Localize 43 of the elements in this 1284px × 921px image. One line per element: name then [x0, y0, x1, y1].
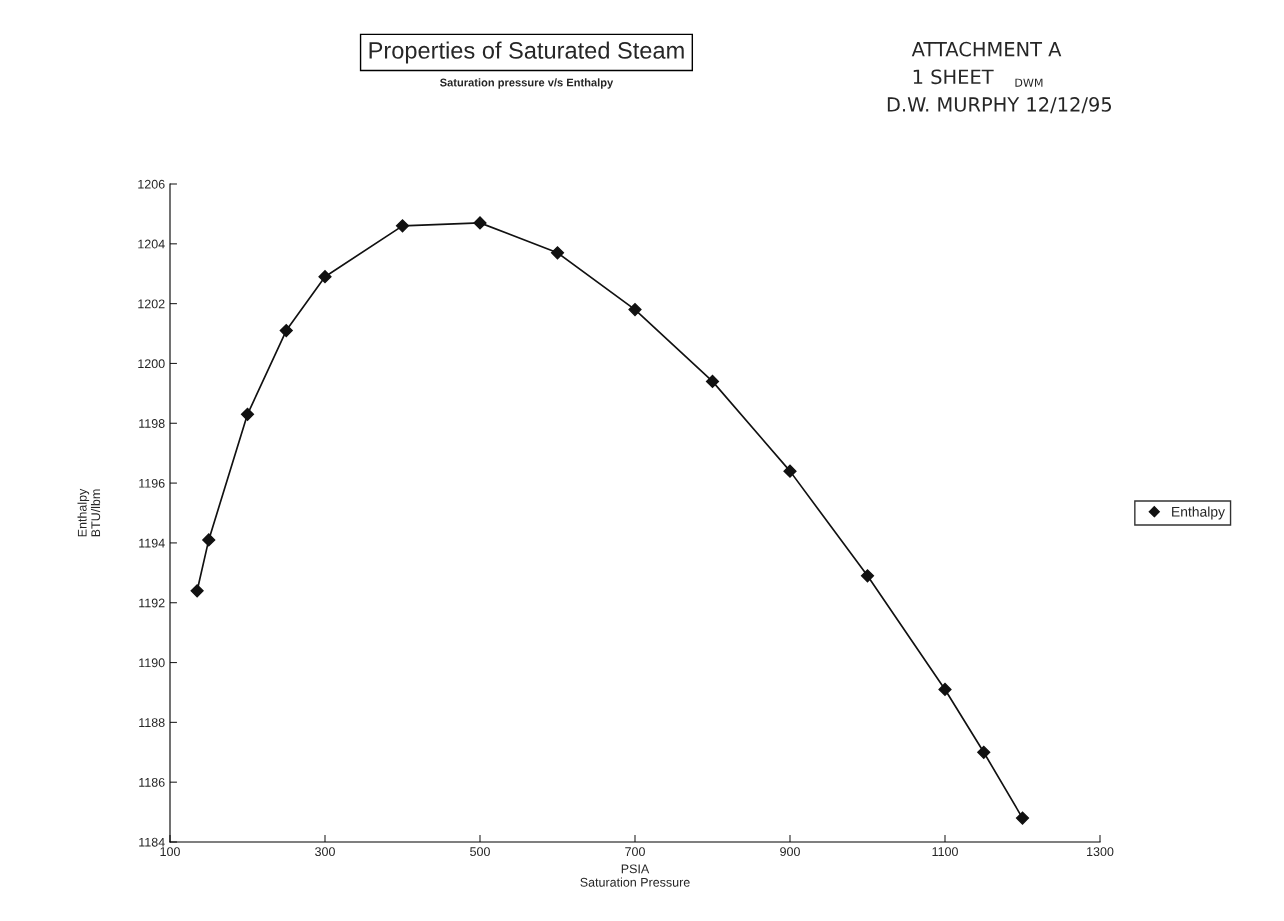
x-tick-label: 900 — [780, 847, 800, 857]
y-tick-label: 1198 — [139, 419, 165, 428]
point — [279, 323, 293, 338]
legend-label: Enthalpy — [1172, 506, 1225, 520]
x-tick-label: 500 — [470, 847, 490, 857]
text: 1 SHEET — [913, 69, 994, 85]
point — [977, 745, 991, 759]
y-tick-label: 1196 — [139, 478, 165, 488]
y-tick-label: 1186 — [139, 777, 165, 787]
point — [473, 216, 487, 230]
y-tick-label: 1206 — [138, 179, 165, 189]
point — [860, 569, 875, 583]
y-tick-label: 1192 — [139, 598, 165, 608]
chart-subtitle: Saturation pressure v/s Enthalpy — [440, 78, 614, 89]
point — [395, 219, 410, 233]
point — [783, 464, 797, 478]
point — [1015, 811, 1030, 825]
point — [938, 682, 952, 697]
y-axis-title: Enthalpy BTU/lbm — [77, 488, 101, 537]
text: ATTACHMENT A — [911, 41, 1062, 57]
x-tick-label: 700 — [625, 847, 645, 857]
x-tick-label: 1300 — [1087, 847, 1114, 857]
y-tick-label: 1184 — [139, 837, 165, 847]
x-tick-label: 1100 — [932, 847, 958, 857]
point — [202, 533, 216, 547]
chart-title: Properties of Saturated Steam — [369, 41, 684, 64]
y-tick-label: 1188 — [139, 718, 165, 728]
point — [705, 374, 720, 388]
point — [318, 270, 332, 284]
y-tick-label: 1200 — [138, 359, 165, 369]
text: DWM — [1015, 78, 1043, 87]
y-tick-label: 1204 — [138, 239, 165, 249]
y-tick-label: 1190 — [139, 658, 165, 668]
point — [550, 246, 565, 260]
y-tick-label: 1202 — [138, 299, 165, 309]
x-tick-label: 100 — [160, 847, 180, 857]
x-axis-title: PSIA Saturation Pressure — [580, 864, 690, 887]
point — [240, 407, 255, 421]
y-tick-label: 1194 — [139, 538, 165, 548]
point — [190, 584, 204, 598]
point — [628, 303, 642, 317]
text: D.W. MURPHY 12/12/95 — [887, 97, 1112, 114]
x-tick-label: 300 — [315, 847, 335, 857]
